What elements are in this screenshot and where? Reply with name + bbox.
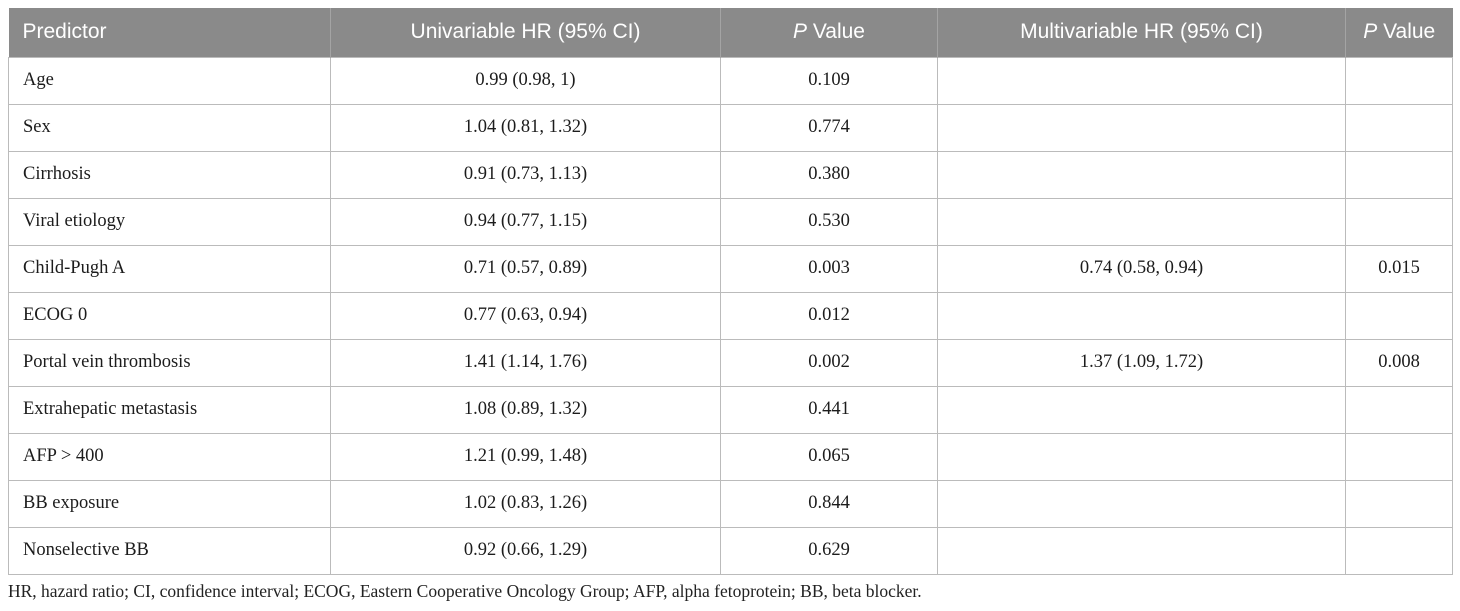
cell-univariable-p: 0.844 — [720, 479, 938, 528]
cell-predictor: AFP > 400 — [8, 432, 331, 481]
cell-multivariable-p: 0.008 — [1345, 338, 1453, 387]
cell-univariable-p: 0.441 — [720, 385, 938, 434]
cell-multivariable-hr — [937, 56, 1346, 105]
cell-predictor: ECOG 0 — [8, 291, 331, 340]
cell-multivariable-hr — [937, 291, 1346, 340]
table-footnote: HR, hazard ratio; CI, confidence interva… — [8, 581, 922, 601]
cell-multivariable-p — [1345, 150, 1453, 199]
cell-univariable-hr: 0.94 (0.77, 1.15) — [330, 197, 721, 246]
table-row: Nonselective BB 0.92 (0.66, 1.29) 0.629 — [8, 526, 1453, 575]
cell-predictor: Child-Pugh A — [8, 244, 331, 293]
table-row: Cirrhosis 0.91 (0.73, 1.13) 0.380 — [8, 150, 1453, 199]
cell-multivariable-hr — [937, 150, 1346, 199]
cell-multivariable-p — [1345, 432, 1453, 481]
cell-multivariable-hr — [937, 197, 1346, 246]
header-cell-multivariable-hr: Multivariable HR (95% CI) — [937, 8, 1346, 57]
cell-multivariable-p — [1345, 197, 1453, 246]
table-row: Viral etiology 0.94 (0.77, 1.15) 0.530 — [8, 197, 1453, 246]
p-value-label-rest: Value — [1377, 20, 1436, 44]
cell-univariable-p: 0.380 — [720, 150, 938, 199]
cell-univariable-p: 0.003 — [720, 244, 938, 293]
cell-univariable-hr: 0.71 (0.57, 0.89) — [330, 244, 721, 293]
cell-univariable-p: 0.774 — [720, 103, 938, 152]
cell-multivariable-p — [1345, 385, 1453, 434]
cell-univariable-p: 0.065 — [720, 432, 938, 481]
cell-multivariable-p — [1345, 526, 1453, 575]
cell-multivariable-hr: 1.37 (1.09, 1.72) — [937, 338, 1346, 387]
table-row: Sex 1.04 (0.81, 1.32) 0.774 — [8, 103, 1453, 152]
table-row: AFP > 400 1.21 (0.99, 1.48) 0.065 — [8, 432, 1453, 481]
cell-multivariable-hr — [937, 103, 1346, 152]
header-cell-univariable-p: P Value — [720, 8, 938, 57]
table-row: Child-Pugh A 0.71 (0.57, 0.89) 0.003 0.7… — [8, 244, 1453, 293]
table-row: ECOG 0 0.77 (0.63, 0.94) 0.012 — [8, 291, 1453, 340]
table-row: Portal vein thrombosis 1.41 (1.14, 1.76)… — [8, 338, 1453, 387]
cell-multivariable-p: 0.015 — [1345, 244, 1453, 293]
cell-univariable-hr: 1.41 (1.14, 1.76) — [330, 338, 721, 387]
cell-multivariable-p — [1345, 103, 1453, 152]
cell-multivariable-p — [1345, 291, 1453, 340]
cell-predictor: Cirrhosis — [8, 150, 331, 199]
cell-predictor: BB exposure — [8, 479, 331, 528]
cell-multivariable-hr — [937, 432, 1346, 481]
table-row: Extrahepatic metastasis 1.08 (0.89, 1.32… — [8, 385, 1453, 434]
p-value-label-rest: Value — [807, 20, 865, 44]
cell-univariable-hr: 0.92 (0.66, 1.29) — [330, 526, 721, 575]
p-value-label-italic: P — [792, 20, 807, 44]
cell-predictor: Age — [8, 56, 331, 105]
header-cell-univariable-hr: Univariable HR (95% CI) — [330, 8, 721, 57]
cell-univariable-p: 0.109 — [720, 56, 938, 105]
cell-multivariable-p — [1345, 479, 1453, 528]
cell-univariable-hr: 0.99 (0.98, 1) — [330, 56, 721, 105]
p-value-label-italic: P — [1363, 20, 1378, 44]
cell-univariable-hr: 1.21 (0.99, 1.48) — [330, 432, 721, 481]
table-row: Age 0.99 (0.98, 1) 0.109 — [8, 56, 1453, 105]
cell-univariable-p: 0.012 — [720, 291, 938, 340]
cell-univariable-hr: 0.91 (0.73, 1.13) — [330, 150, 721, 199]
results-table: Predictor Univariable HR (95% CI) P Valu… — [8, 8, 1453, 575]
header-cell-multivariable-p: P Value — [1345, 8, 1453, 57]
cell-univariable-hr: 1.08 (0.89, 1.32) — [330, 385, 721, 434]
cell-predictor: Extrahepatic metastasis — [8, 385, 331, 434]
cell-univariable-hr: 1.02 (0.83, 1.26) — [330, 479, 721, 528]
cell-multivariable-hr — [937, 479, 1346, 528]
table-row: BB exposure 1.02 (0.83, 1.26) 0.844 — [8, 479, 1453, 528]
cell-predictor: Nonselective BB — [8, 526, 331, 575]
cell-predictor: Portal vein thrombosis — [8, 338, 331, 387]
header-cell-predictor: Predictor — [8, 8, 331, 57]
cell-multivariable-hr — [937, 385, 1346, 434]
cell-univariable-p: 0.629 — [720, 526, 938, 575]
cell-multivariable-p — [1345, 56, 1453, 105]
cell-predictor: Viral etiology — [8, 197, 331, 246]
cell-univariable-hr: 1.04 (0.81, 1.32) — [330, 103, 721, 152]
cell-univariable-hr: 0.77 (0.63, 0.94) — [330, 291, 721, 340]
table-header-row: Predictor Univariable HR (95% CI) P Valu… — [8, 8, 1453, 57]
cell-multivariable-hr — [937, 526, 1346, 575]
cell-predictor: Sex — [8, 103, 331, 152]
cell-univariable-p: 0.002 — [720, 338, 938, 387]
cell-univariable-p: 0.530 — [720, 197, 938, 246]
cell-multivariable-hr: 0.74 (0.58, 0.94) — [937, 244, 1346, 293]
